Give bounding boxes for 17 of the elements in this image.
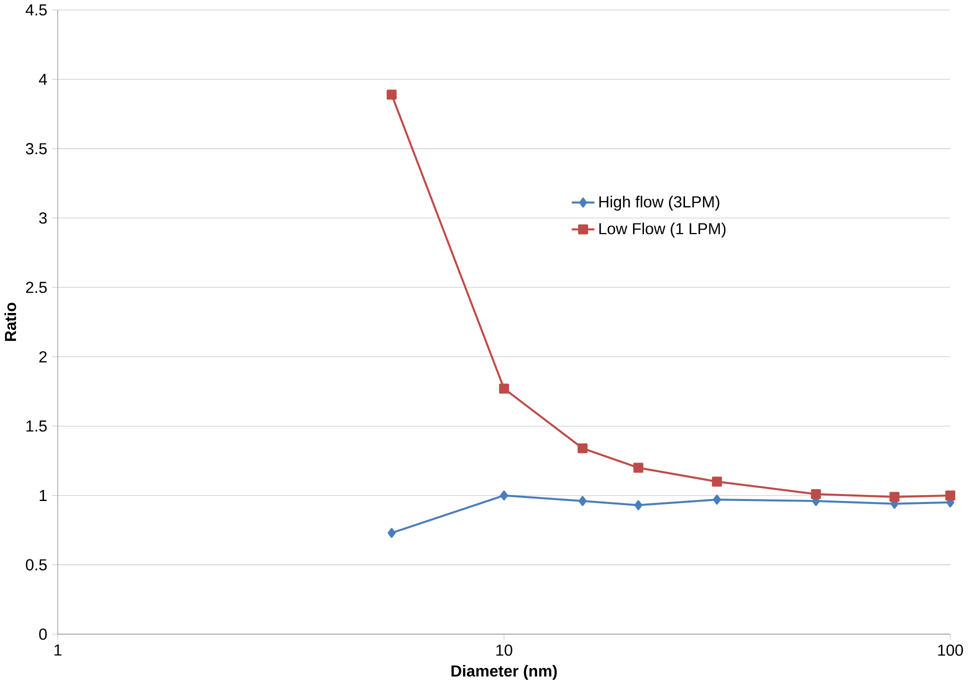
y-tick-label: 3.5 bbox=[26, 142, 47, 154]
y-tick-label: 2.5 bbox=[26, 282, 47, 293]
y-tick-label: 2 bbox=[39, 351, 47, 362]
y-axis-title: Ratio bbox=[4, 302, 16, 341]
y-tick-label: 3 bbox=[39, 212, 47, 224]
y-tick-label: 4.5 bbox=[26, 4, 47, 16]
y-tick-label: 0 bbox=[39, 628, 47, 640]
y-tick-label: 0.5 bbox=[26, 559, 47, 570]
x-tick-label: 1 bbox=[54, 644, 62, 656]
y-tick-label: 1.5 bbox=[26, 420, 47, 432]
y-tick-label: 4 bbox=[38, 74, 47, 85]
x-axis-title: Diameter (nm) bbox=[452, 664, 557, 680]
x-tick-label: 10 bbox=[496, 644, 512, 656]
x-tick-label: 100 bbox=[938, 644, 963, 656]
legend-label: Low Flow (1 LPM) bbox=[599, 222, 726, 238]
legend-label: High flow (3LPM) bbox=[599, 196, 720, 211]
y-tick-label: 1 bbox=[40, 490, 47, 501]
